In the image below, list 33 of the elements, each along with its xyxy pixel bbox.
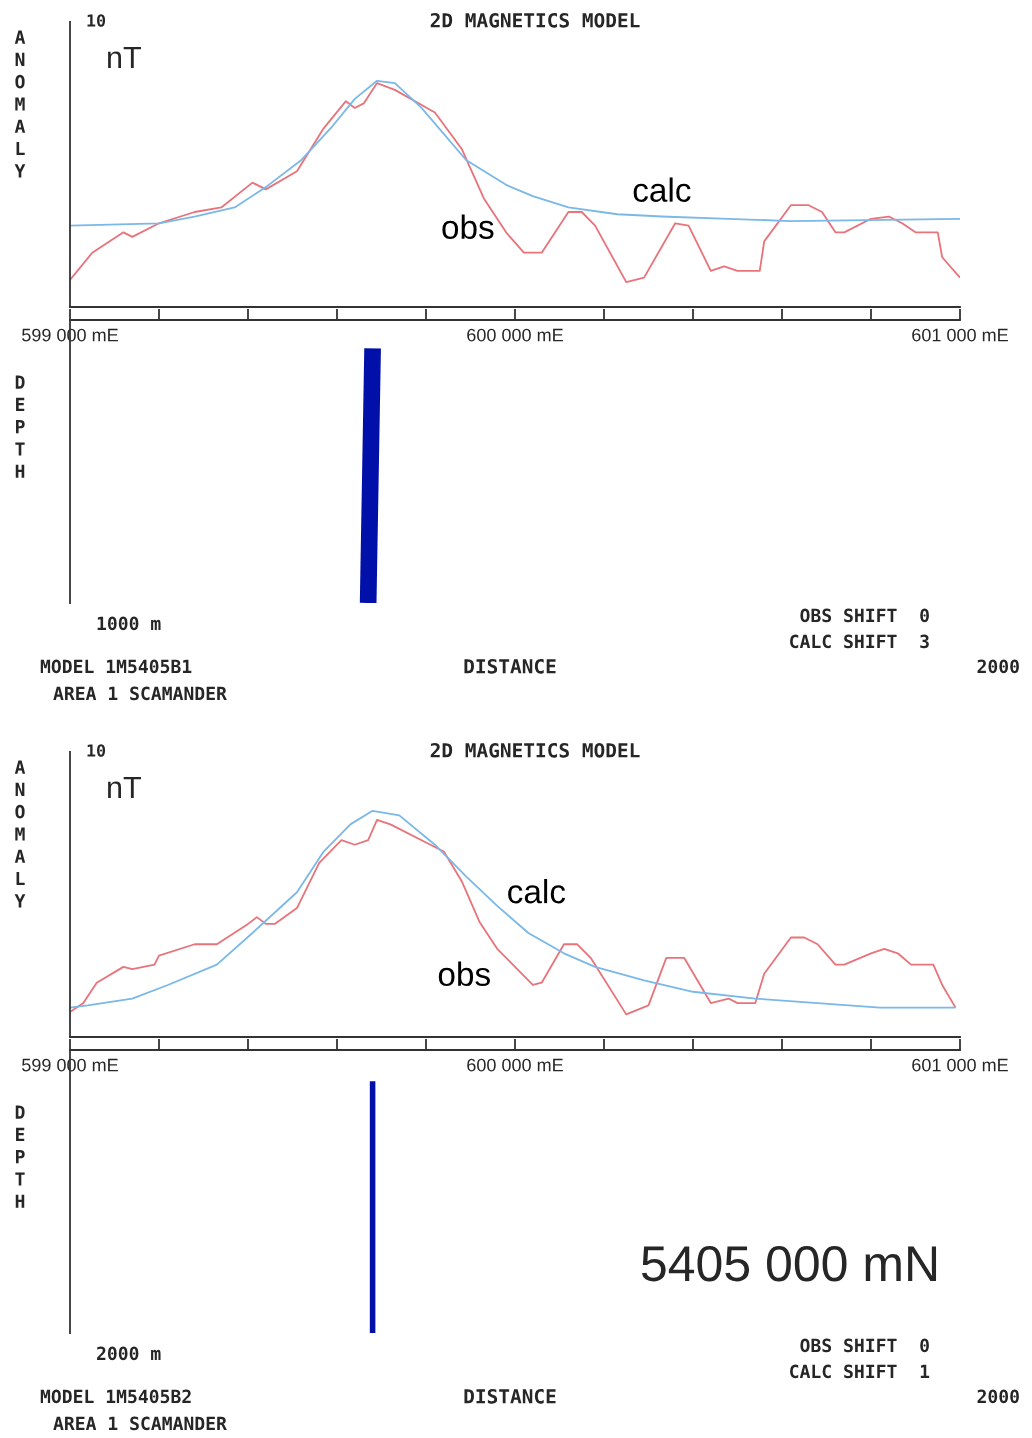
text: MODEL 1M5405B1 <box>40 659 192 674</box>
text: 2000 <box>977 1389 1019 1404</box>
y-axis-title: DEPTH <box>15 1105 25 1208</box>
text: AREA 1 SCAMANDER <box>53 1416 227 1431</box>
y-axis-title: DEPTH <box>15 375 25 478</box>
x-tick-label: 600 000 mE <box>467 328 563 342</box>
text: nT <box>108 46 141 68</box>
chart-title: 2D MAGNETICS MODEL <box>430 12 640 28</box>
annotation: 5405 000 mN <box>641 1246 937 1282</box>
chart-title: 2D MAGNETICS MODEL <box>430 742 640 758</box>
text: MODEL 1M5405B2 <box>40 1389 191 1404</box>
text: CALC SHIFT 3 <box>790 634 929 649</box>
text: 1000 m <box>97 616 161 631</box>
text: 10 <box>87 744 106 757</box>
x-axis-title: DISTANCE <box>464 1388 556 1404</box>
series-label: obs <box>438 961 490 987</box>
x-axis-title: DISTANCE <box>464 658 556 674</box>
text: 2000 m <box>97 1346 161 1361</box>
text: nT <box>108 776 141 798</box>
x-tick-label: 601 000 mE <box>912 328 1008 342</box>
text: CALC SHIFT 1 <box>790 1364 930 1379</box>
text: 2000 <box>977 659 1019 674</box>
text: AREA 1 SCAMANDER <box>53 686 227 701</box>
x-tick-label: 601 000 mE <box>912 1058 1008 1072</box>
text: OBS SHIFT 0 <box>800 608 929 623</box>
series-label: calc <box>508 878 566 904</box>
series-label: obs <box>442 214 494 239</box>
y-axis-title: ANOMALY <box>14 760 26 908</box>
x-tick-label: 600 000 mE <box>467 1058 563 1072</box>
text: 10 <box>87 14 106 27</box>
series-label: calc <box>633 177 691 202</box>
y-axis-title: ANOMALY <box>14 30 26 178</box>
text: OBS SHIFT 0 <box>800 1338 929 1353</box>
